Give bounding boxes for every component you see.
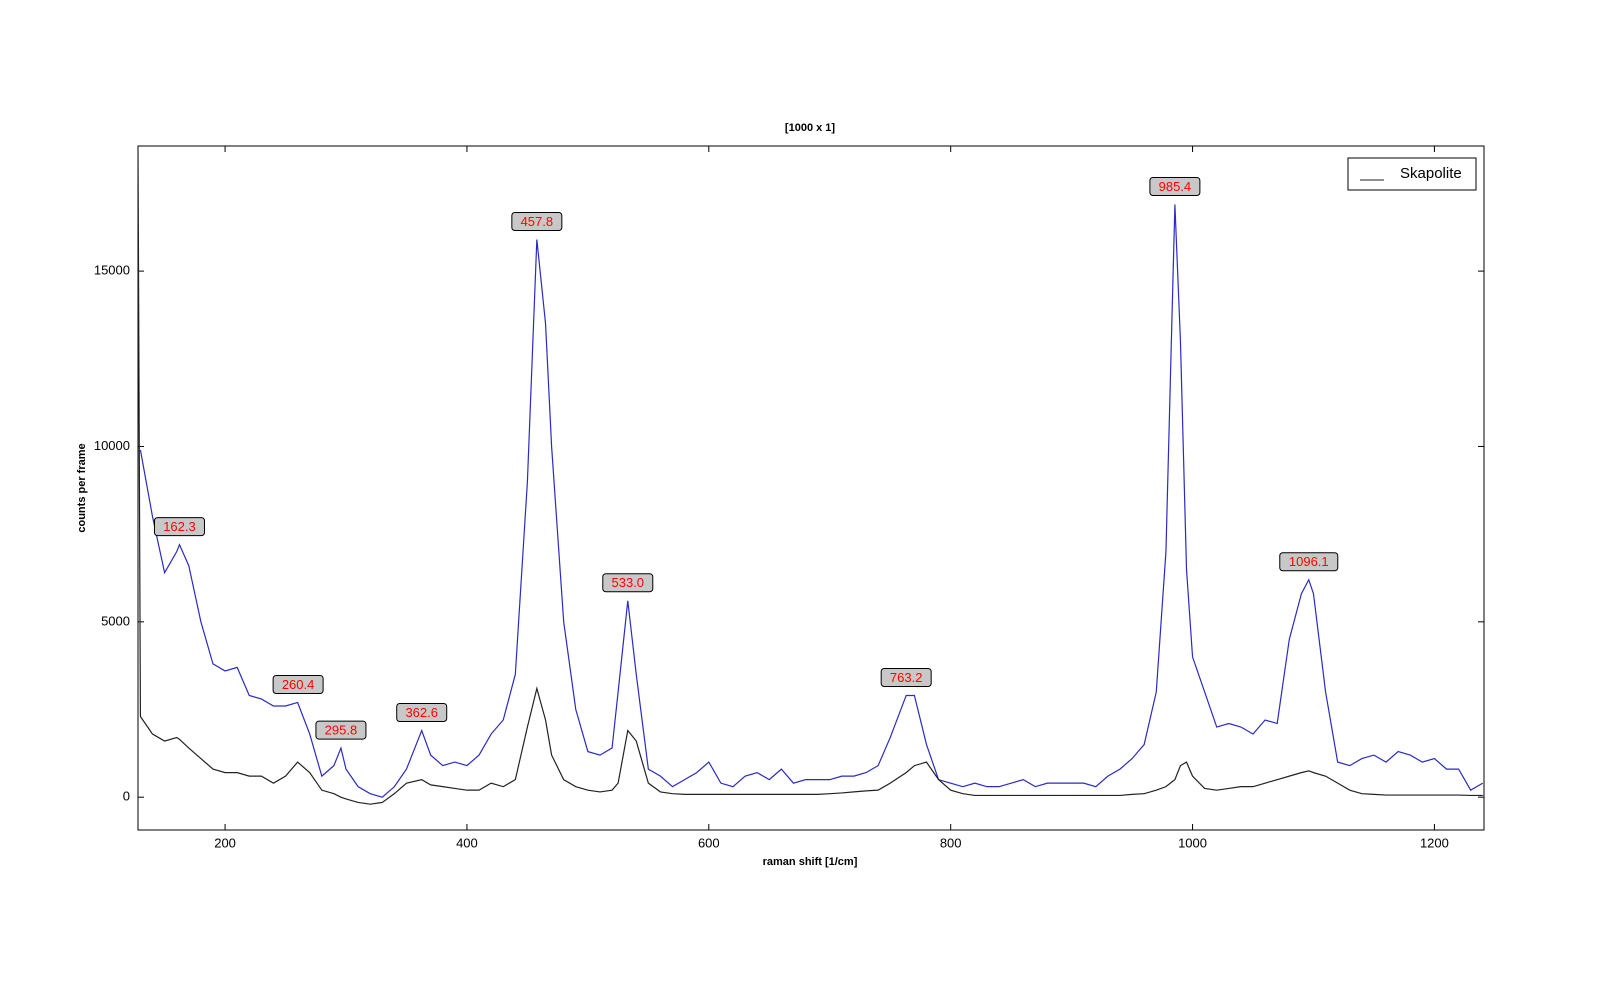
peak-label-box bbox=[315, 720, 367, 740]
peak-label-box bbox=[396, 703, 448, 723]
peak-label-box bbox=[602, 573, 654, 593]
peak-label: 533.0 bbox=[612, 575, 645, 590]
legend-box bbox=[1347, 157, 1477, 191]
y-tick-label: 0 bbox=[123, 789, 130, 804]
x-axis-label: raman shift [1/cm] bbox=[763, 856, 858, 868]
x-tick-label: 200 bbox=[214, 835, 236, 850]
peak-label-box bbox=[272, 674, 324, 694]
peak-label-box bbox=[511, 212, 563, 232]
y-tick-label: 5000 bbox=[101, 613, 130, 628]
y-axis-label: counts per frame bbox=[76, 443, 88, 532]
x-tick-label: 1000 bbox=[1178, 835, 1207, 850]
peak-label: 295.8 bbox=[325, 723, 358, 738]
peak-label: 260.4 bbox=[282, 677, 315, 692]
peak-label: 162.3 bbox=[163, 519, 196, 534]
chart-title: [1000 x 1] bbox=[785, 122, 835, 134]
data-line bbox=[138, 148, 1483, 805]
x-tick-label: 1200 bbox=[1420, 835, 1449, 850]
peak-label: 457.8 bbox=[521, 214, 554, 229]
peak-label: 763.2 bbox=[890, 670, 923, 685]
peak-label-box bbox=[1149, 176, 1201, 196]
x-tick-label: 400 bbox=[456, 835, 478, 850]
peak-label-box bbox=[880, 667, 932, 687]
x-tick-label: 800 bbox=[940, 835, 962, 850]
y-tick-label: 15000 bbox=[94, 263, 130, 278]
data-line bbox=[139, 204, 1484, 798]
legend-label: Skapolite bbox=[1400, 165, 1462, 182]
x-tick-label: 600 bbox=[698, 835, 720, 850]
peak-label: 1096.1 bbox=[1289, 554, 1329, 569]
peak-label-box bbox=[1279, 552, 1339, 572]
peak-label: 362.6 bbox=[405, 705, 438, 720]
plot-frame bbox=[137, 145, 1485, 831]
y-tick-label: 10000 bbox=[94, 438, 130, 453]
peak-label: 985.4 bbox=[1159, 179, 1192, 194]
peak-label-box bbox=[153, 517, 205, 537]
